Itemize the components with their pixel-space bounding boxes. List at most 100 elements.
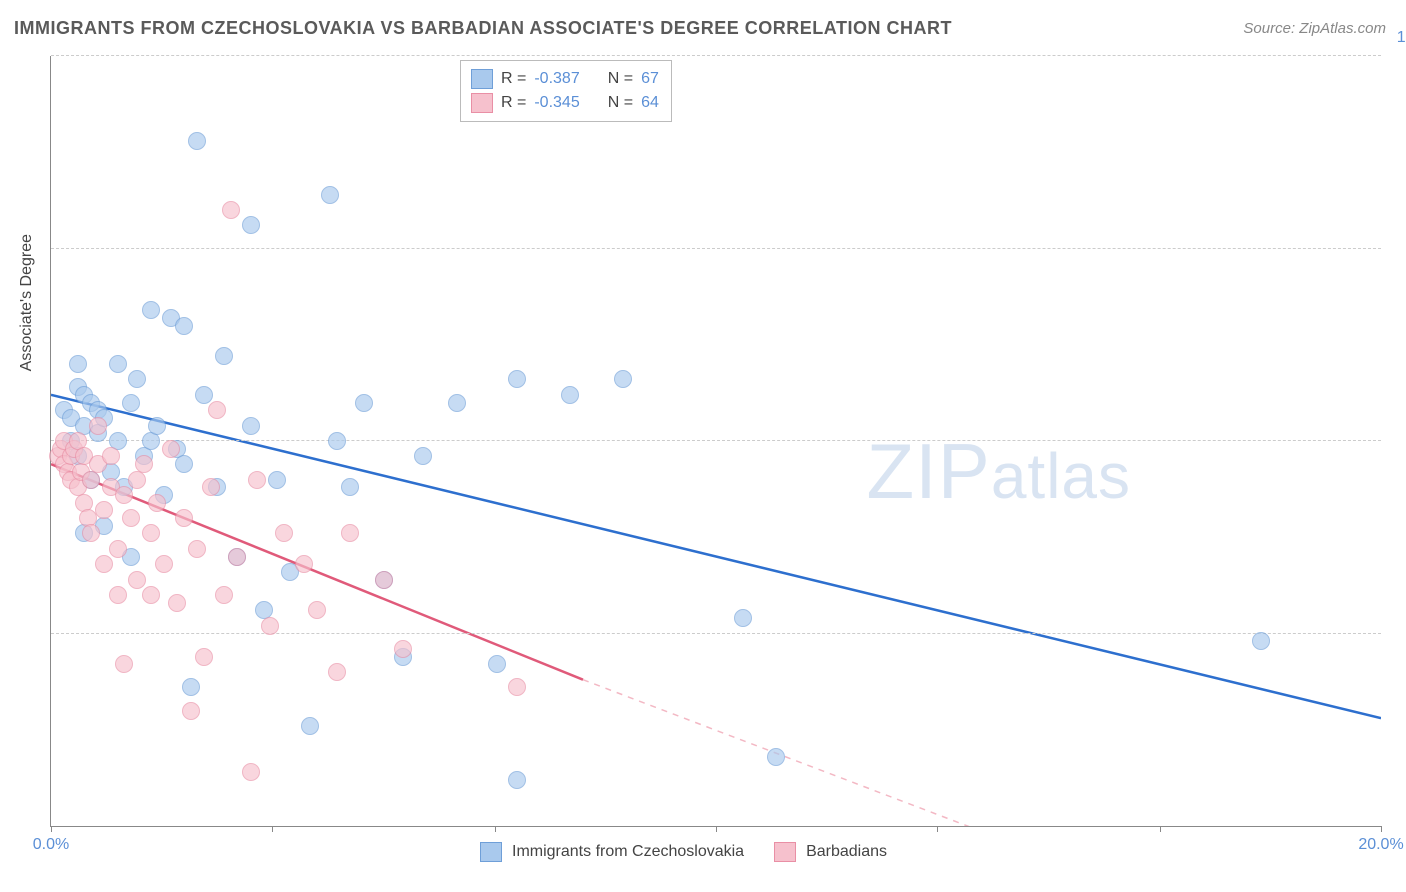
data-point: [328, 663, 346, 681]
r-value-blue: -0.387: [534, 70, 579, 88]
data-point: [142, 301, 160, 319]
y-tick-label: 25.0%: [1391, 607, 1406, 625]
data-point: [155, 555, 173, 573]
data-point: [242, 417, 260, 435]
data-point: [295, 555, 313, 573]
gridline-h: [51, 55, 1381, 56]
n-label: N =: [608, 70, 633, 88]
data-point: [109, 586, 127, 604]
r-label: R =: [501, 70, 526, 88]
data-point: [69, 355, 87, 373]
x-tick: [937, 826, 938, 832]
data-point: [448, 394, 466, 412]
data-point: [128, 370, 146, 388]
swatch-blue-icon: [480, 842, 502, 862]
data-point: [275, 524, 293, 542]
y-axis-title: Associate's Degree: [18, 234, 36, 371]
x-tick: [51, 826, 52, 832]
data-point: [222, 201, 240, 219]
watermark-part2: atlas: [991, 440, 1131, 512]
data-point: [102, 447, 120, 465]
data-point: [208, 401, 226, 419]
data-point: [242, 763, 260, 781]
series-legend: Immigrants from Czechoslovakia Barbadian…: [480, 842, 887, 862]
x-tick: [1381, 826, 1382, 832]
data-point: [328, 432, 346, 450]
data-point: [188, 132, 206, 150]
data-point: [135, 455, 153, 473]
source-attribution: Source: ZipAtlas.com: [1243, 20, 1386, 37]
chart-plot-area: ZIPatlas 25.0%50.0%75.0%100.0%0.0%20.0%: [50, 56, 1381, 827]
data-point: [122, 394, 140, 412]
y-tick-label: 50.0%: [1391, 414, 1406, 432]
data-point: [414, 447, 432, 465]
x-tick: [495, 826, 496, 832]
data-point: [148, 494, 166, 512]
data-point: [175, 317, 193, 335]
data-point: [341, 524, 359, 542]
data-point: [734, 609, 752, 627]
x-tick-label: 0.0%: [33, 836, 69, 854]
correlation-legend-row-blue: R = -0.387 N = 67: [471, 67, 659, 91]
data-point: [508, 370, 526, 388]
gridline-h: [51, 440, 1381, 441]
r-value-pink: -0.345: [534, 94, 579, 112]
n-value-pink: 64: [641, 94, 659, 112]
data-point: [355, 394, 373, 412]
data-point: [109, 540, 127, 558]
data-point: [248, 471, 266, 489]
correlation-legend: R = -0.387 N = 67 R = -0.345 N = 64: [460, 60, 672, 122]
data-point: [148, 417, 166, 435]
data-point: [561, 386, 579, 404]
data-point: [82, 524, 100, 542]
x-tick: [716, 826, 717, 832]
data-point: [308, 601, 326, 619]
data-point: [321, 186, 339, 204]
series-label-blue: Immigrants from Czechoslovakia: [512, 843, 744, 861]
data-point: [142, 586, 160, 604]
data-point: [109, 355, 127, 373]
chart-title: IMMIGRANTS FROM CZECHOSLOVAKIA VS BARBAD…: [14, 18, 952, 39]
r-label: R =: [501, 94, 526, 112]
x-tick: [272, 826, 273, 832]
data-point: [182, 702, 200, 720]
data-point: [175, 509, 193, 527]
data-point: [202, 478, 220, 496]
y-tick-label: 100.0%: [1391, 29, 1406, 47]
data-point: [268, 471, 286, 489]
source-value: ZipAtlas.com: [1299, 20, 1386, 37]
data-point: [341, 478, 359, 496]
data-point: [175, 455, 193, 473]
series-label-pink: Barbadians: [806, 843, 887, 861]
data-point: [95, 501, 113, 519]
trend-lines-svg: [51, 56, 1381, 826]
data-point: [182, 678, 200, 696]
trend-line: [583, 680, 1049, 826]
data-point: [122, 509, 140, 527]
data-point: [215, 347, 233, 365]
data-point: [228, 548, 246, 566]
swatch-pink-icon: [471, 93, 493, 113]
data-point: [488, 655, 506, 673]
n-value-blue: 67: [641, 70, 659, 88]
data-point: [261, 617, 279, 635]
data-point: [82, 471, 100, 489]
y-tick-label: 75.0%: [1391, 222, 1406, 240]
gridline-h: [51, 248, 1381, 249]
data-point: [767, 748, 785, 766]
swatch-pink-icon: [774, 842, 796, 862]
data-point: [394, 640, 412, 658]
data-point: [215, 586, 233, 604]
data-point: [115, 486, 133, 504]
data-point: [142, 432, 160, 450]
n-label: N =: [608, 94, 633, 112]
data-point: [508, 771, 526, 789]
gridline-h: [51, 633, 1381, 634]
data-point: [301, 717, 319, 735]
trend-line: [51, 395, 1381, 718]
data-point: [242, 216, 260, 234]
correlation-legend-row-pink: R = -0.345 N = 64: [471, 91, 659, 115]
data-point: [375, 571, 393, 589]
data-point: [128, 571, 146, 589]
x-tick-label: 20.0%: [1358, 836, 1403, 854]
